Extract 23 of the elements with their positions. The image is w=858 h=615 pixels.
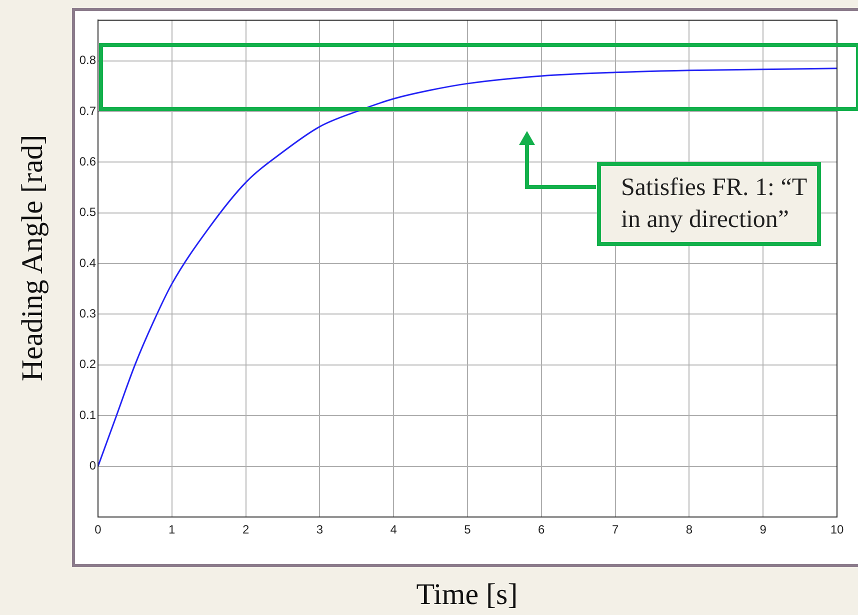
line-series [98, 68, 837, 468]
y-axis-title: Heading Angle [rad] [16, 134, 50, 382]
y-tick-label: 0 [89, 458, 96, 473]
y-tick-label: 0.4 [79, 256, 96, 270]
y-tick-label: 0.7 [79, 104, 96, 118]
y-tick-label: 0.3 [79, 306, 96, 321]
x-tick-label: 2 [242, 522, 250, 537]
x-tick-label: 3 [316, 522, 324, 537]
x-axis-title: Time [s] [416, 578, 518, 612]
annotation: Satisfies FR. 1: “T in any direction” [597, 162, 822, 246]
y-tick-label: 0.8 [79, 53, 96, 68]
y-tick-label: 0.6 [79, 154, 96, 168]
x-tick-label: 1 [168, 522, 176, 537]
x-tick-label: 4 [390, 522, 398, 537]
x-tick-label: 7 [612, 522, 619, 537]
x-tick-label: 9 [760, 522, 767, 537]
x-tick-label: 5 [464, 522, 472, 537]
y-tick-label: 0.1 [79, 408, 96, 422]
x-tick-label: 8 [686, 522, 693, 537]
x-tick-label: 6 [538, 522, 546, 537]
y-tick-label: 0.5 [79, 205, 96, 220]
x-tick-label: 10 [830, 522, 844, 537]
y-tick-label: 0.2 [79, 357, 96, 372]
